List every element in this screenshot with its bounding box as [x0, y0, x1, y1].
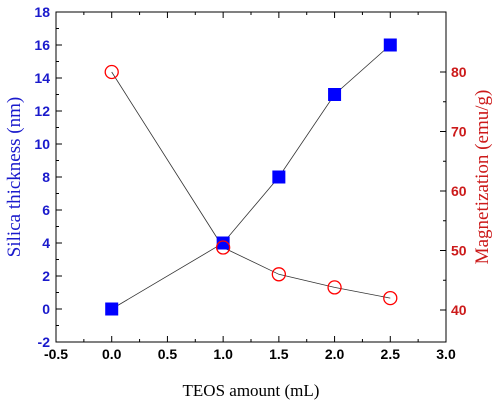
magnetization-marker	[104, 64, 119, 80]
y-left-tick-label: 6	[42, 202, 50, 218]
y-left-tick-label: 8	[42, 169, 50, 185]
series-lines	[111, 44, 391, 310]
x-tick-label: 3.0	[436, 346, 456, 362]
x-tick-label: 2.5	[381, 346, 401, 362]
magnetization-marker	[327, 280, 342, 295]
y-left-tick-label: 18	[34, 4, 50, 20]
y-right-tick-label: 60	[451, 183, 467, 199]
magnetization-marker	[383, 290, 398, 306]
series-left-line	[111, 44, 391, 310]
tick-layer: -0.5 0.0 0.5 1.0 1.5 2.0 2.5 3.0 -2 0 2 4 6 8 10 12 14 16…	[34, 4, 466, 362]
y-left-tick-label: 10	[34, 136, 50, 152]
y-right-tick-label: 40	[451, 302, 467, 318]
y-left-tick-label: 12	[34, 103, 50, 119]
x-axis-label: TEOS amount (mL)	[183, 381, 320, 400]
x-tick-label: 1.0	[213, 346, 233, 362]
y-right-tick-label: 80	[451, 64, 467, 80]
magnetization-marker	[271, 267, 287, 282]
x-tick-label: 1.5	[269, 346, 289, 362]
thickness-marker	[383, 38, 397, 52]
x-tick-label: -0.5	[44, 346, 68, 362]
x-tick-label: 2.0	[325, 346, 345, 362]
y-left-tick-label: 14	[34, 70, 50, 86]
thickness-marker	[105, 302, 119, 316]
magnetization-marker	[215, 240, 231, 255]
y-left-tick-label: 0	[42, 301, 50, 317]
y-right-tick-label: 50	[451, 243, 467, 259]
y-right-tick-label: 70	[451, 124, 467, 140]
x-tick-label: 0.0	[102, 346, 122, 362]
series-right-line	[111, 71, 391, 299]
y-left-tick-label: -2	[38, 334, 51, 350]
y-left-tick-label: 2	[42, 268, 50, 284]
thickness-marker	[272, 170, 286, 184]
y-right-axis-label: Magnetization (emu/g)	[472, 90, 493, 265]
y-left-tick-label: 4	[42, 235, 50, 251]
thickness-marker	[328, 88, 342, 101]
thickness-marker	[216, 236, 230, 250]
series-markers	[104, 38, 398, 316]
y-left-axis-label: Silica thickness (nm)	[4, 97, 25, 257]
x-tick-label: 0.5	[158, 346, 178, 362]
y-left-tick-label: 16	[34, 37, 50, 53]
